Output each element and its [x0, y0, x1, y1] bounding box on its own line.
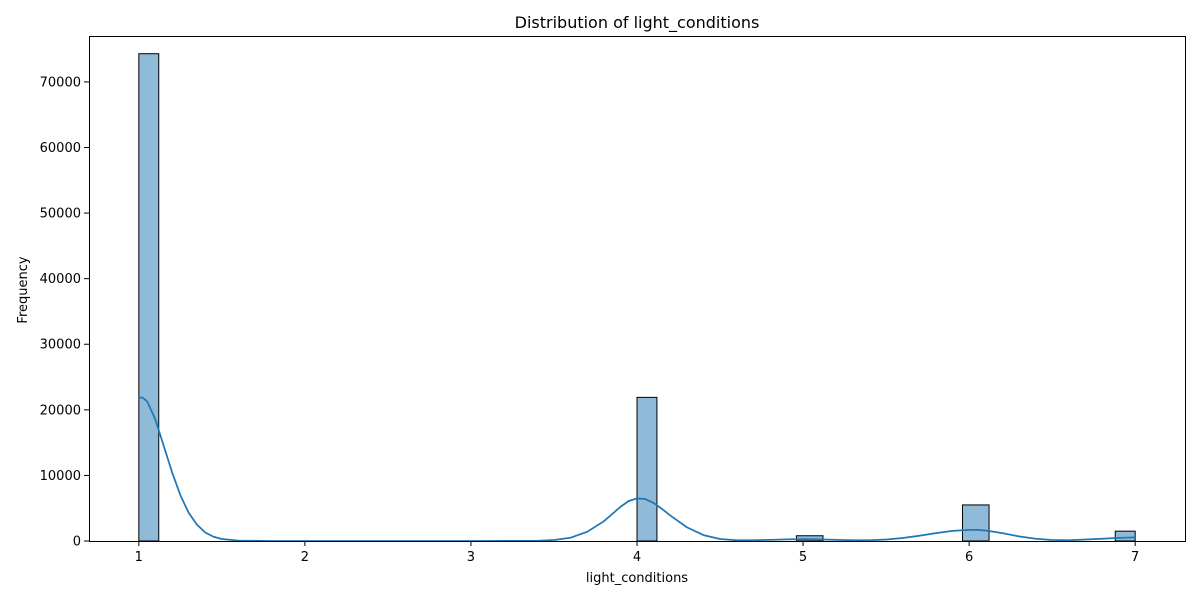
bars-layer	[138, 53, 1136, 542]
plot-frame	[89, 36, 1186, 542]
x-axis-label: light_conditions	[586, 571, 688, 586]
histogram-bar	[961, 504, 990, 542]
kde-line	[138, 396, 1136, 542]
y-tick-label: 50000	[40, 207, 81, 222]
y-tick-label: 60000	[40, 141, 81, 156]
x-tick-label: 7	[1131, 550, 1139, 565]
x-tick-label: 4	[633, 550, 641, 565]
y-tick-label: 20000	[40, 403, 81, 418]
y-tick-label: 70000	[40, 75, 81, 90]
kde-layer	[138, 396, 1136, 542]
x-tick-label: 6	[965, 550, 973, 565]
histogram-bar	[636, 396, 658, 542]
y-tick-label: 0	[73, 535, 81, 550]
chart-title: Distribution of light_conditions	[515, 13, 760, 33]
x-tick-label: 2	[301, 550, 309, 565]
x-tick-label: 3	[467, 550, 475, 565]
x-tick-label: 1	[135, 550, 143, 565]
y-tick-label: 40000	[40, 272, 81, 287]
x-tick-label: 5	[799, 550, 807, 565]
y-tick-label: 30000	[40, 338, 81, 353]
histogram-bar	[138, 53, 160, 542]
y-axis-label: Frequency	[16, 256, 31, 323]
histogram-bar	[1114, 530, 1136, 542]
y-tick-label: 10000	[40, 469, 81, 484]
